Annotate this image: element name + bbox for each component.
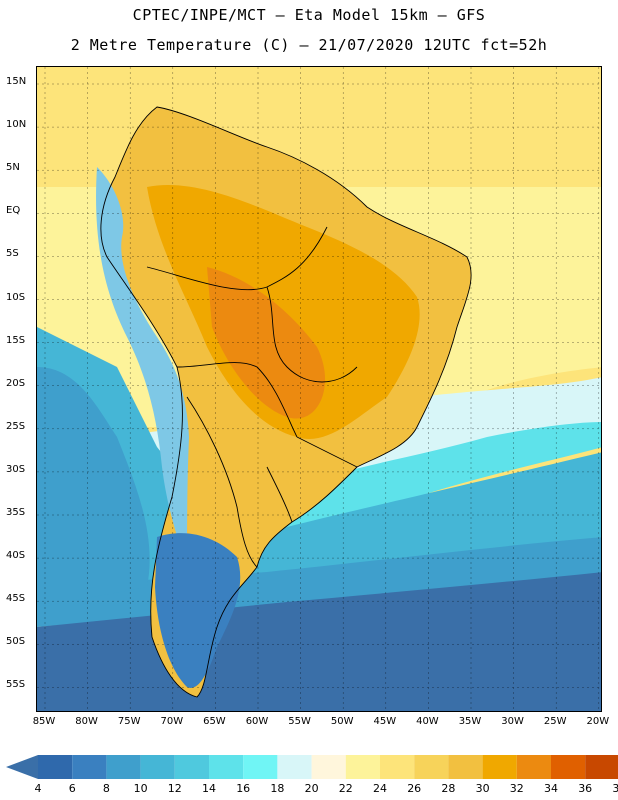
colorbar-label: 30 xyxy=(475,782,490,795)
colorbar-swatch xyxy=(448,755,483,779)
colorbar-label: 18 xyxy=(270,782,285,795)
colorbar-label: 6 xyxy=(68,782,76,795)
colorbar-swatch xyxy=(106,755,141,779)
longitude-label: 20W xyxy=(586,716,610,727)
colorbar-swatch xyxy=(585,755,618,779)
latitude-label: 25S xyxy=(6,420,26,432)
colorbar-label: 28 xyxy=(441,782,456,795)
longitude-label: 30W xyxy=(501,716,524,727)
colorbar-swatch xyxy=(38,755,73,779)
longitude-label: 75W xyxy=(117,716,141,727)
latitude-label: 55S xyxy=(6,679,26,691)
colorbar-label: 20 xyxy=(304,782,319,795)
colorbar-label: 24 xyxy=(373,782,387,795)
pacific-cold-current xyxy=(37,367,150,607)
colorbar-label: 38 xyxy=(612,782,618,795)
latitude-label: EQ xyxy=(6,205,21,217)
colorbar-swatch xyxy=(174,755,209,779)
longitude-label: 50W xyxy=(330,716,354,727)
colorbar-label: 16 xyxy=(236,782,251,795)
map-title: CPTEC/INPE/MCT – Eta Model 15km – GFS xyxy=(132,6,486,24)
latitude-label: 10N xyxy=(6,119,27,131)
latitude-label: 10S xyxy=(6,291,26,303)
latitude-label: 30S xyxy=(6,463,26,475)
colorbar-label: 14 xyxy=(202,782,216,795)
longitude-label: 65W xyxy=(203,716,226,727)
colorbar-swatch xyxy=(551,755,586,779)
colorbar-min-arrow xyxy=(6,755,38,779)
graticule xyxy=(37,67,601,711)
colorbar-label: 34 xyxy=(544,782,558,795)
temperature-map xyxy=(36,66,602,712)
latitude-label: 50S xyxy=(6,636,26,648)
colorbar-label: 22 xyxy=(338,782,353,795)
country-borders xyxy=(100,106,472,698)
colorbar-label: 4 xyxy=(34,782,42,795)
colorbar-swatch xyxy=(277,755,312,779)
longitude-label: 85W xyxy=(32,716,56,727)
colorbar-swatch xyxy=(482,755,517,779)
longitude-label: 70W xyxy=(160,716,184,727)
andes-cold-strip xyxy=(96,167,189,567)
colorbar-label: 10 xyxy=(133,782,148,795)
patagonia-region xyxy=(155,533,241,688)
latitude-label: 35S xyxy=(6,507,26,518)
colorbar-swatch xyxy=(311,755,346,779)
colorbar-label: 26 xyxy=(407,782,422,795)
longitude-label: 40W xyxy=(416,716,439,727)
latitude-label: 45S xyxy=(6,593,26,605)
colorbar-label: 32 xyxy=(509,782,524,795)
colorbar-label: 8 xyxy=(102,782,110,795)
colorbar-swatch xyxy=(414,755,449,779)
map-canvas xyxy=(37,67,601,711)
latitude-label: 15S xyxy=(6,334,26,346)
colorbar-swatch xyxy=(72,755,107,779)
longitude-label: 80W xyxy=(75,716,98,727)
colorbar-label: 12 xyxy=(167,782,182,795)
colorbar-swatch xyxy=(140,755,175,779)
latitude-label: 5N xyxy=(6,162,20,174)
colorbar-swatch xyxy=(243,755,278,779)
longitude-label: 45W xyxy=(373,716,397,727)
colorbar-swatch xyxy=(516,755,551,779)
latitude-label: 15N xyxy=(6,76,27,87)
colorbar-label: 36 xyxy=(578,782,593,795)
colorbar-swatch xyxy=(345,755,380,779)
hot-core-region xyxy=(207,267,326,419)
map-subtitle: 2 Metre Temperature (C) – 21/07/2020 12U… xyxy=(70,36,548,54)
longitude-label: 25W xyxy=(543,716,567,727)
colorbar-swatch xyxy=(209,755,244,779)
longitude-label: 55W xyxy=(288,716,311,727)
latitude-label: 5S xyxy=(6,248,19,260)
latitude-label: 20S xyxy=(6,377,26,389)
longitude-label: 35W xyxy=(458,716,482,727)
longitude-label: 60W xyxy=(245,716,269,727)
colorbar xyxy=(6,755,618,779)
latitude-label: 40S xyxy=(6,550,26,562)
colorbar-swatch xyxy=(380,755,415,779)
